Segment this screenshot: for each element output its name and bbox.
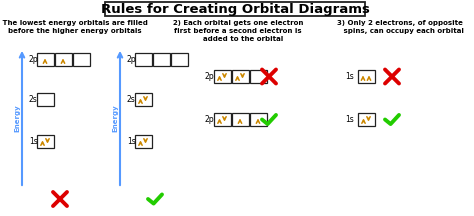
Text: 3) Only 2 electrons, of opposite
   spins, can occupy each orbital: 3) Only 2 electrons, of opposite spins, … <box>336 20 464 34</box>
Text: 2s: 2s <box>127 95 136 104</box>
Text: 1s: 1s <box>345 115 354 124</box>
Text: 1) The lowest energy orbitals are filled
    before the higher energy orbitals: 1) The lowest energy orbitals are filled… <box>0 20 148 34</box>
Bar <box>153 53 170 66</box>
Bar <box>358 113 375 126</box>
Text: 2p: 2p <box>205 72 215 81</box>
Text: Energy: Energy <box>14 104 20 132</box>
Text: 1s: 1s <box>127 137 136 146</box>
Bar <box>250 113 267 126</box>
Text: 2) Each orbital gets one electron
first before a second electron is
    added to: 2) Each orbital gets one electron first … <box>173 20 303 42</box>
Bar <box>135 135 152 148</box>
Bar <box>358 70 375 83</box>
Text: 1s: 1s <box>29 137 38 146</box>
Bar <box>135 93 152 106</box>
Bar <box>214 70 231 83</box>
Bar <box>171 53 188 66</box>
Bar <box>105 2 365 16</box>
Text: 1s: 1s <box>345 72 354 81</box>
Bar <box>135 53 152 66</box>
Bar <box>232 70 249 83</box>
Bar <box>250 70 267 83</box>
Bar <box>214 113 231 126</box>
Bar <box>232 113 249 126</box>
Bar <box>37 53 54 66</box>
Bar <box>37 135 54 148</box>
Bar <box>55 53 72 66</box>
Bar <box>37 93 54 106</box>
Bar <box>73 53 90 66</box>
Text: 2p: 2p <box>127 55 137 64</box>
Text: 2p: 2p <box>205 115 215 124</box>
Text: Energy: Energy <box>112 104 118 132</box>
Text: 2s: 2s <box>29 95 38 104</box>
Text: 2p: 2p <box>29 55 38 64</box>
Text: Rules for Creating Orbital Diagrams: Rules for Creating Orbital Diagrams <box>100 3 369 16</box>
